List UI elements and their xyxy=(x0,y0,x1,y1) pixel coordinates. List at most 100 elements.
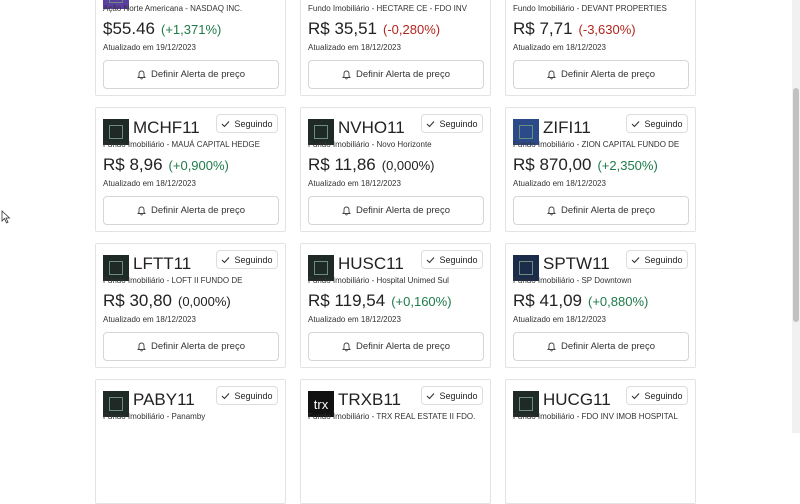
cursor xyxy=(1,210,11,224)
follow-button[interactable]: Seguindo xyxy=(216,386,278,405)
follow-label: Seguindo xyxy=(234,390,273,401)
alert-label: Definir Alerta de preço xyxy=(561,69,655,80)
follow-button[interactable]: Seguindo xyxy=(216,250,278,269)
asset-card: LFTT11 Seguindo Fundo Imobiliário - LOFT I… xyxy=(95,243,286,368)
asset-subtitle: Fundo Imobiliário - Hospital Unimed Sul xyxy=(308,276,449,285)
asset-logo xyxy=(103,255,129,281)
asset-subtitle: Fundo Imobiliário - DEVANT PROPERTIES xyxy=(513,4,667,13)
logo-mark xyxy=(519,125,533,139)
follow-button[interactable]: Seguindo xyxy=(626,114,688,133)
alert-button[interactable]: Definir Alerta de preço xyxy=(103,196,279,225)
updated-date: Atualizado em 18/12/2023 xyxy=(513,315,606,324)
follow-label: Seguindo xyxy=(644,254,683,265)
asset-card: Fundo Imobiliário - DEVANT PROPERTIES R$ … xyxy=(505,0,696,96)
alert-button[interactable]: Definir Alerta de preço xyxy=(308,60,484,89)
updated-date: Atualizado em 18/12/2023 xyxy=(308,315,401,324)
logo-mark xyxy=(109,397,123,411)
price-row: R$ 119,54 (+0,160%) xyxy=(308,290,452,313)
price: $55.46 xyxy=(103,19,155,38)
check-icon xyxy=(427,256,435,263)
check-icon xyxy=(427,120,435,127)
price-change: (+0,160%) xyxy=(391,294,452,309)
logo-mark xyxy=(109,125,123,139)
logo-mark xyxy=(519,261,533,275)
alert-label: Definir Alerta de preço xyxy=(356,205,450,216)
price-change: (0,000%) xyxy=(381,158,435,173)
asset-subtitle: Fundo Imobiliário - Panamby xyxy=(103,412,206,421)
follow-button[interactable]: Seguindo xyxy=(216,114,278,133)
asset-logo xyxy=(103,391,129,417)
asset-logo: trx xyxy=(308,391,334,417)
asset-logo xyxy=(308,119,334,145)
updated-date: Atualizado em 18/12/2023 xyxy=(308,179,401,188)
asset-subtitle: Fundo Imobiliário - MAUÁ CAPITAL HEDGE xyxy=(103,140,260,149)
alert-button[interactable]: Definir Alerta de preço xyxy=(513,332,689,361)
ticker: HUCG11 xyxy=(543,390,611,409)
logo-mark xyxy=(109,0,123,3)
price-row: R$ 30,80 (0,000%) xyxy=(103,290,231,313)
price-change: (0,000%) xyxy=(178,294,231,309)
price-row: R$ 11,86 (0,000%) xyxy=(308,154,434,177)
alert-label: Definir Alerta de preço xyxy=(151,341,245,352)
price: R$ 35,51 xyxy=(308,19,377,38)
scrollbar-thumb[interactable] xyxy=(793,88,799,322)
follow-label: Seguindo xyxy=(439,254,478,265)
bell-icon xyxy=(547,342,556,351)
price-change: (+0,880%) xyxy=(588,294,649,309)
alert-button[interactable]: Definir Alerta de preço xyxy=(103,332,279,361)
asset-subtitle: Fundo Imobiliário - FDO INV IMOB HOSPITA… xyxy=(513,412,678,421)
asset-card: NVHO11 Seguindo Fundo Imobiliário - Novo H… xyxy=(300,107,491,232)
price-row: R$ 41,09 (+0,880%) xyxy=(513,290,648,313)
check-icon xyxy=(222,120,230,127)
bell-icon xyxy=(137,206,146,215)
check-icon xyxy=(222,256,230,263)
alert-button[interactable]: Definir Alerta de preço xyxy=(103,60,279,89)
price-change: (-3,630%) xyxy=(578,22,636,37)
check-icon xyxy=(222,392,230,399)
check-icon xyxy=(632,120,640,127)
bell-icon xyxy=(137,342,146,351)
follow-button[interactable]: Seguindo xyxy=(421,114,483,133)
price: R$ 8,96 xyxy=(103,155,163,174)
asset-logo xyxy=(103,119,129,145)
price: R$ 30,80 xyxy=(103,291,172,310)
asset-subtitle: Fundo Imobiliário - SP Downtown xyxy=(513,276,632,285)
alert-button[interactable]: Definir Alerta de preço xyxy=(308,332,484,361)
asset-card: HUCG11 Seguindo Fundo Imobiliário - FDO IN… xyxy=(505,379,696,504)
price: R$ 119,54 xyxy=(308,291,386,310)
alert-label: Definir Alerta de preço xyxy=(561,341,655,352)
asset-subtitle: Fundo Imobiliário - LOFT II FUNDO DE xyxy=(103,276,243,285)
bell-icon xyxy=(137,70,146,79)
asset-logo xyxy=(513,391,539,417)
asset-card: ZIFI11 Seguindo Fundo Imobiliário - ZION C… xyxy=(505,107,696,232)
updated-date: Atualizado em 18/12/2023 xyxy=(513,179,606,188)
alert-label: Definir Alerta de preço xyxy=(561,205,655,216)
price-row: R$ 7,71 (-3,630%) xyxy=(513,18,636,41)
price: R$ 41,09 xyxy=(513,291,582,310)
follow-label: Seguindo xyxy=(439,390,478,401)
follow-label: Seguindo xyxy=(234,118,273,129)
asset-subtitle: Fundo Imobiliário - Novo Horizonte xyxy=(308,140,432,149)
follow-button[interactable]: Seguindo xyxy=(421,250,483,269)
follow-button[interactable]: Seguindo xyxy=(421,386,483,405)
follow-button[interactable]: Seguindo xyxy=(626,386,688,405)
ticker: HUSC11 xyxy=(338,254,404,273)
price: R$ 7,71 xyxy=(513,19,573,38)
follow-label: Seguindo xyxy=(439,118,478,129)
check-icon xyxy=(427,392,435,399)
alert-button[interactable]: Definir Alerta de preço xyxy=(513,196,689,225)
asset-subtitle: Fundo Imobiliário - HECTARE CE - FDO INV xyxy=(308,4,467,13)
asset-card: trx TRXB11 Seguindo Fundo Imobiliário - TRX… xyxy=(300,379,491,504)
updated-date: Atualizado em 18/12/2023 xyxy=(513,43,606,52)
follow-button[interactable]: Seguindo xyxy=(626,250,688,269)
asset-subtitle: Fundo Imobiliário - TRX REAL ESTATE II F… xyxy=(308,412,476,421)
bell-icon xyxy=(547,206,556,215)
ticker: LFTT11 xyxy=(133,254,192,273)
price-change: (+0,900%) xyxy=(168,158,229,173)
bell-icon xyxy=(342,206,351,215)
asset-card: PABY11 Seguindo Fundo Imobiliário - Panamb… xyxy=(95,379,286,504)
alert-button[interactable]: Definir Alerta de preço xyxy=(308,196,484,225)
price-change: (-0,280%) xyxy=(383,22,441,37)
alert-button[interactable]: Definir Alerta de preço xyxy=(513,60,689,89)
